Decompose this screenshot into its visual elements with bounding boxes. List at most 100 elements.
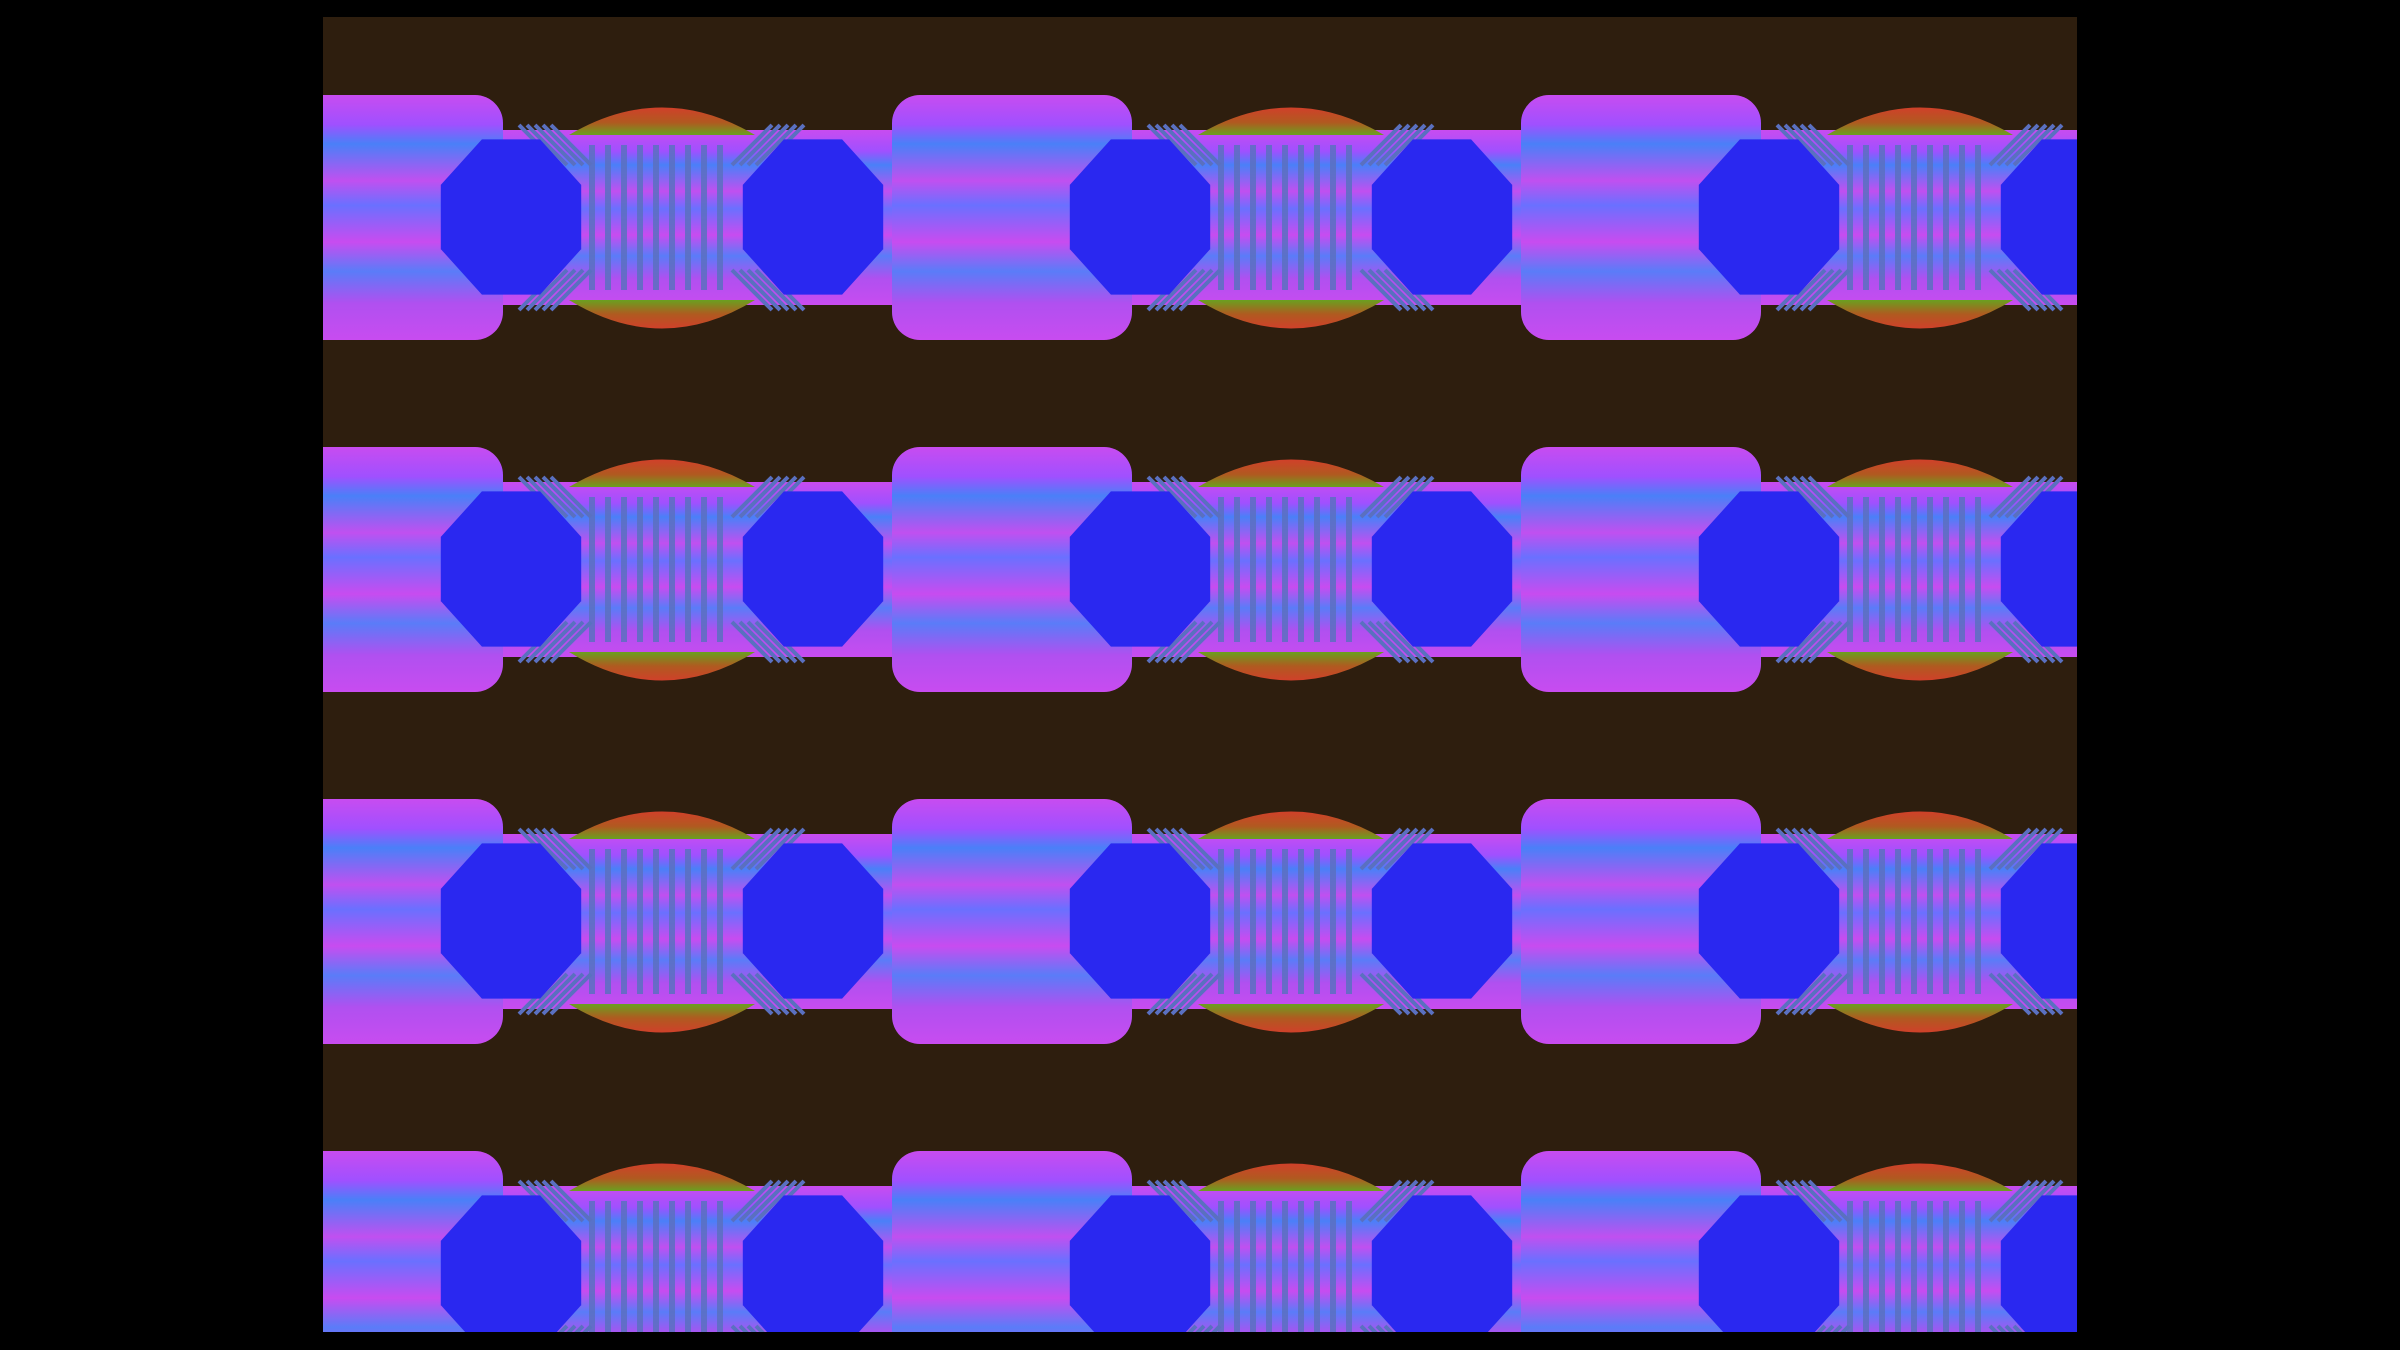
wave-stripe — [1250, 849, 1256, 994]
wave-stripe — [1250, 497, 1256, 642]
wave-stripe — [653, 497, 659, 642]
diagonal-line — [1807, 1179, 1851, 1223]
diagonal-line — [2004, 1179, 2048, 1223]
diagonal-line — [1799, 123, 1843, 167]
wave-stripe — [653, 849, 659, 994]
diagonal-line — [1783, 268, 1827, 312]
wave-stripe — [1895, 849, 1901, 994]
bottom-lens — [1198, 300, 1384, 329]
diagonal-line — [1375, 123, 1419, 167]
wave-stripe — [621, 849, 627, 994]
wave-stripe — [637, 497, 643, 642]
top-lens — [1198, 459, 1384, 487]
diagonal-line — [2012, 972, 2056, 1016]
diagonal-line — [1359, 972, 1403, 1016]
diagonal-line — [1178, 827, 1222, 871]
wave-stripe — [669, 1201, 675, 1332]
blue-octagon — [2000, 843, 2077, 999]
diagonal-line — [1799, 268, 1843, 312]
blue-octagon — [440, 843, 582, 999]
diagonal-line — [549, 268, 593, 312]
diagonal-line — [541, 268, 585, 312]
diagonal-line — [525, 268, 569, 312]
blue-octagon — [2000, 1195, 2077, 1332]
wave-stripe — [1847, 497, 1853, 642]
blue-octagon — [742, 491, 884, 647]
diagonal-line — [533, 827, 577, 871]
diagonal-line — [1799, 827, 1843, 871]
wave-stripe — [1943, 497, 1949, 642]
diagonal-line — [1359, 475, 1403, 519]
wave-stripe — [701, 849, 707, 994]
bottom-lens — [1827, 652, 2013, 681]
diagonal-line — [746, 620, 790, 664]
diagonal-line — [754, 1179, 798, 1223]
diagonal-line — [746, 972, 790, 1016]
diagonal-line — [1988, 123, 2032, 167]
top-lens — [1198, 107, 1384, 135]
diagonal-line — [549, 1179, 593, 1223]
wave-stripe — [1330, 145, 1336, 290]
wave-stripe — [653, 1201, 659, 1332]
blue-octagon — [1069, 491, 1211, 647]
diagonal-line — [541, 972, 585, 1016]
diagonal-line — [1375, 268, 1419, 312]
diagonal-line — [525, 620, 569, 664]
diagonal-line — [2012, 123, 2056, 167]
wave-stripe — [1879, 497, 1885, 642]
diagonal-line — [541, 1179, 585, 1223]
wave-stripe — [1298, 1201, 1304, 1332]
diagonal-line — [549, 827, 593, 871]
diagonal-line — [2012, 620, 2056, 664]
diagonal-line — [1996, 268, 2040, 312]
diagonal-line — [1783, 123, 1827, 167]
diagonal-line — [1807, 268, 1851, 312]
wave-stripe — [1847, 849, 1853, 994]
blue-octagon — [1698, 1195, 1840, 1332]
diagonal-line — [1783, 620, 1827, 664]
diagonal-line — [1367, 1179, 1411, 1223]
diagonal-line — [738, 827, 782, 871]
wave-stripe — [1314, 497, 1320, 642]
wave-stripe — [701, 1201, 707, 1332]
top-lens — [569, 811, 755, 839]
diagonal-line — [730, 123, 774, 167]
wave-stripe — [669, 849, 675, 994]
wave-stripe — [701, 497, 707, 642]
diagonal-line — [1791, 123, 1835, 167]
diagonal-line — [1383, 972, 1427, 1016]
diagonal-line — [738, 1179, 782, 1223]
wave-stripe — [1879, 849, 1885, 994]
wave-stripe — [1314, 1201, 1320, 1332]
diagonal-line — [1791, 1179, 1835, 1223]
diagonal-line — [746, 827, 790, 871]
diagonal-line — [1170, 972, 1214, 1016]
diagonal-line — [1154, 475, 1198, 519]
top-lens — [1827, 811, 2013, 839]
diagonal-line — [533, 1179, 577, 1223]
diagonal-line — [1170, 1179, 1214, 1223]
blue-octagon — [1698, 491, 1840, 647]
capsule — [1521, 95, 1761, 340]
diagonal-line — [746, 268, 790, 312]
blue-octagon — [1371, 843, 1513, 999]
top-lens — [1827, 1163, 2013, 1191]
diagonal-line — [1807, 827, 1851, 871]
diagonal-line — [1996, 1179, 2040, 1223]
diagonal-line — [754, 475, 798, 519]
capsule — [892, 95, 1132, 340]
wave-stripe — [605, 849, 611, 994]
wave-stripe — [1911, 145, 1917, 290]
diagonal-line — [1162, 1179, 1206, 1223]
wave-stripe — [717, 849, 723, 994]
capsule — [892, 799, 1132, 1044]
diagonal-line — [2004, 620, 2048, 664]
wave-stripe — [1927, 145, 1933, 290]
wave-stripe — [1943, 849, 1949, 994]
diagonal-line — [1178, 268, 1222, 312]
bottom-lens — [569, 1004, 755, 1033]
diagonal-line — [1154, 827, 1198, 871]
blue-octagon — [1371, 491, 1513, 647]
wave-stripe — [1234, 1201, 1240, 1332]
diagonal-line — [730, 972, 774, 1016]
